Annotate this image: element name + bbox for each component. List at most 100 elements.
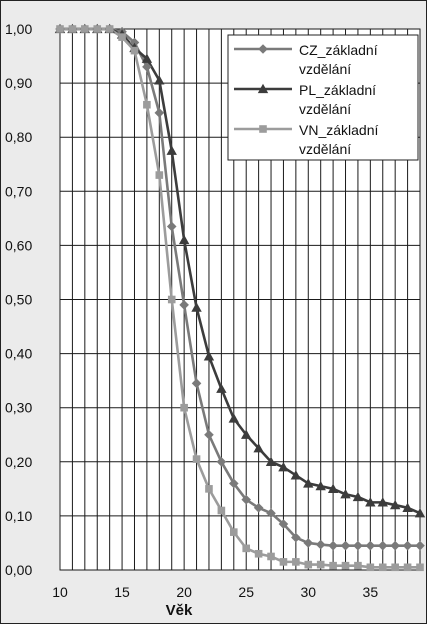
- data-point-diamond: [154, 108, 165, 118]
- data-point-diamond: [353, 540, 363, 551]
- legend-label: PL_základní vzdělání: [299, 82, 376, 117]
- data-point-square: [155, 171, 164, 179]
- data-point-square: [279, 558, 288, 566]
- data-point-triangle: [389, 499, 401, 510]
- data-point-square: [93, 25, 102, 33]
- data-point-square: [167, 295, 176, 304]
- data-point-diamond: [204, 429, 214, 440]
- y-tick-label: 1,00: [5, 21, 32, 37]
- data-point-triangle: [253, 443, 264, 453]
- data-point-triangle: [141, 53, 153, 63]
- data-point-triangle: [402, 502, 413, 512]
- data-point-triangle: [241, 429, 252, 439]
- y-tick-label: 0,30: [5, 400, 32, 416]
- data-point-diamond: [402, 540, 413, 551]
- data-point-square: [304, 560, 313, 569]
- data-point-diamond: [129, 37, 140, 48]
- data-point-triangle: [228, 413, 239, 423]
- data-point-square: [329, 561, 337, 570]
- y-tick-label: 0,70: [5, 183, 32, 199]
- data-point-diamond: [166, 221, 177, 232]
- data-point-diamond: [179, 300, 189, 310]
- data-point-triangle: [377, 497, 388, 507]
- y-tick-label: 0,80: [5, 129, 32, 145]
- data-point-square: [130, 46, 139, 55]
- data-point-triangle: [178, 234, 190, 245]
- data-point-square: [316, 560, 325, 569]
- axes: 0,00 0,10 0,20 0,30 0,40 0,50 0,60 0,70 0,80 0,90…: [5, 21, 378, 600]
- x-tick-label: 20: [176, 584, 192, 600]
- data-point-triangle: [191, 302, 202, 312]
- series-layer: [54, 23, 426, 572]
- data-point-diamond: [278, 519, 289, 529]
- data-point-square: [229, 528, 238, 536]
- data-point-triangle: [265, 456, 277, 466]
- data-point-triangle: [365, 497, 376, 507]
- data-point-diamond: [266, 508, 276, 518]
- x-axis-title: Věk: [166, 602, 193, 619]
- data-point-diamond: [365, 540, 376, 551]
- data-point-square: [354, 561, 362, 570]
- y-tick-label: 0,50: [5, 292, 32, 308]
- data-point-diamond: [291, 532, 301, 543]
- data-point-triangle: [315, 480, 326, 491]
- data-point-triangle: [414, 507, 426, 518]
- data-point-triangle: [278, 462, 289, 472]
- y-tick-label: 0,60: [5, 237, 32, 253]
- data-point-triangle: [290, 470, 302, 480]
- data-point-square: [56, 25, 64, 33]
- x-tick-label: 30: [300, 584, 316, 600]
- data-point-triangle: [166, 145, 177, 155]
- y-tick-label: 0,10: [5, 508, 32, 524]
- data-point-diamond: [315, 539, 326, 550]
- x-tick-label: 25: [238, 584, 254, 600]
- data-point-diamond: [191, 378, 202, 389]
- data-point-diamond: [377, 540, 388, 551]
- data-point-diamond: [303, 538, 314, 548]
- data-point-square: [192, 455, 201, 463]
- y-tick-label: 0,40: [5, 346, 32, 362]
- legend-marker-triangle: [257, 83, 269, 94]
- data-point-square: [180, 403, 188, 412]
- data-point-triangle: [203, 351, 215, 361]
- data-point-square: [143, 100, 151, 109]
- data-point-square: [416, 563, 424, 572]
- data-point-triangle: [340, 489, 351, 499]
- data-point-square: [205, 485, 213, 493]
- data-point-square: [242, 544, 251, 553]
- y-tick-label: 0,90: [5, 75, 32, 91]
- data-point-square: [341, 561, 350, 570]
- data-point-square: [118, 33, 126, 41]
- data-point-triangle: [327, 483, 339, 494]
- data-point-square: [105, 25, 114, 33]
- legend-label: VN_základní vzdělání: [299, 122, 378, 157]
- data-point-diamond: [328, 540, 338, 551]
- x-tick-label: 35: [363, 584, 379, 600]
- data-point-square: [292, 558, 300, 566]
- data-point-square: [254, 549, 263, 558]
- data-point-triangle: [154, 75, 165, 85]
- data-point-diamond: [340, 540, 351, 551]
- legend-box: [227, 34, 419, 161]
- data-point-diamond: [228, 478, 239, 489]
- data-point-diamond: [216, 457, 227, 467]
- data-point-diamond: [390, 540, 400, 551]
- y-tick-label: 0,00: [5, 562, 32, 578]
- data-point-square: [68, 25, 77, 33]
- legend-marker-square: [259, 125, 267, 133]
- data-point-square: [366, 563, 375, 572]
- data-point-square: [81, 25, 89, 33]
- data-point-square: [217, 506, 226, 515]
- data-point-square: [378, 563, 387, 572]
- data-point-diamond: [415, 540, 425, 551]
- legend-marker-diamond: [258, 44, 268, 54]
- data-point-diamond: [241, 494, 252, 505]
- legend: CZ_základní vzdělání PL_základní vzdělání VN…: [227, 34, 419, 161]
- data-point-diamond: [142, 62, 152, 72]
- data-point-triangle: [303, 478, 314, 488]
- legend-label: CZ_základní vzdělání: [299, 42, 378, 77]
- data-point-triangle: [216, 383, 227, 393]
- data-point-square: [403, 563, 412, 572]
